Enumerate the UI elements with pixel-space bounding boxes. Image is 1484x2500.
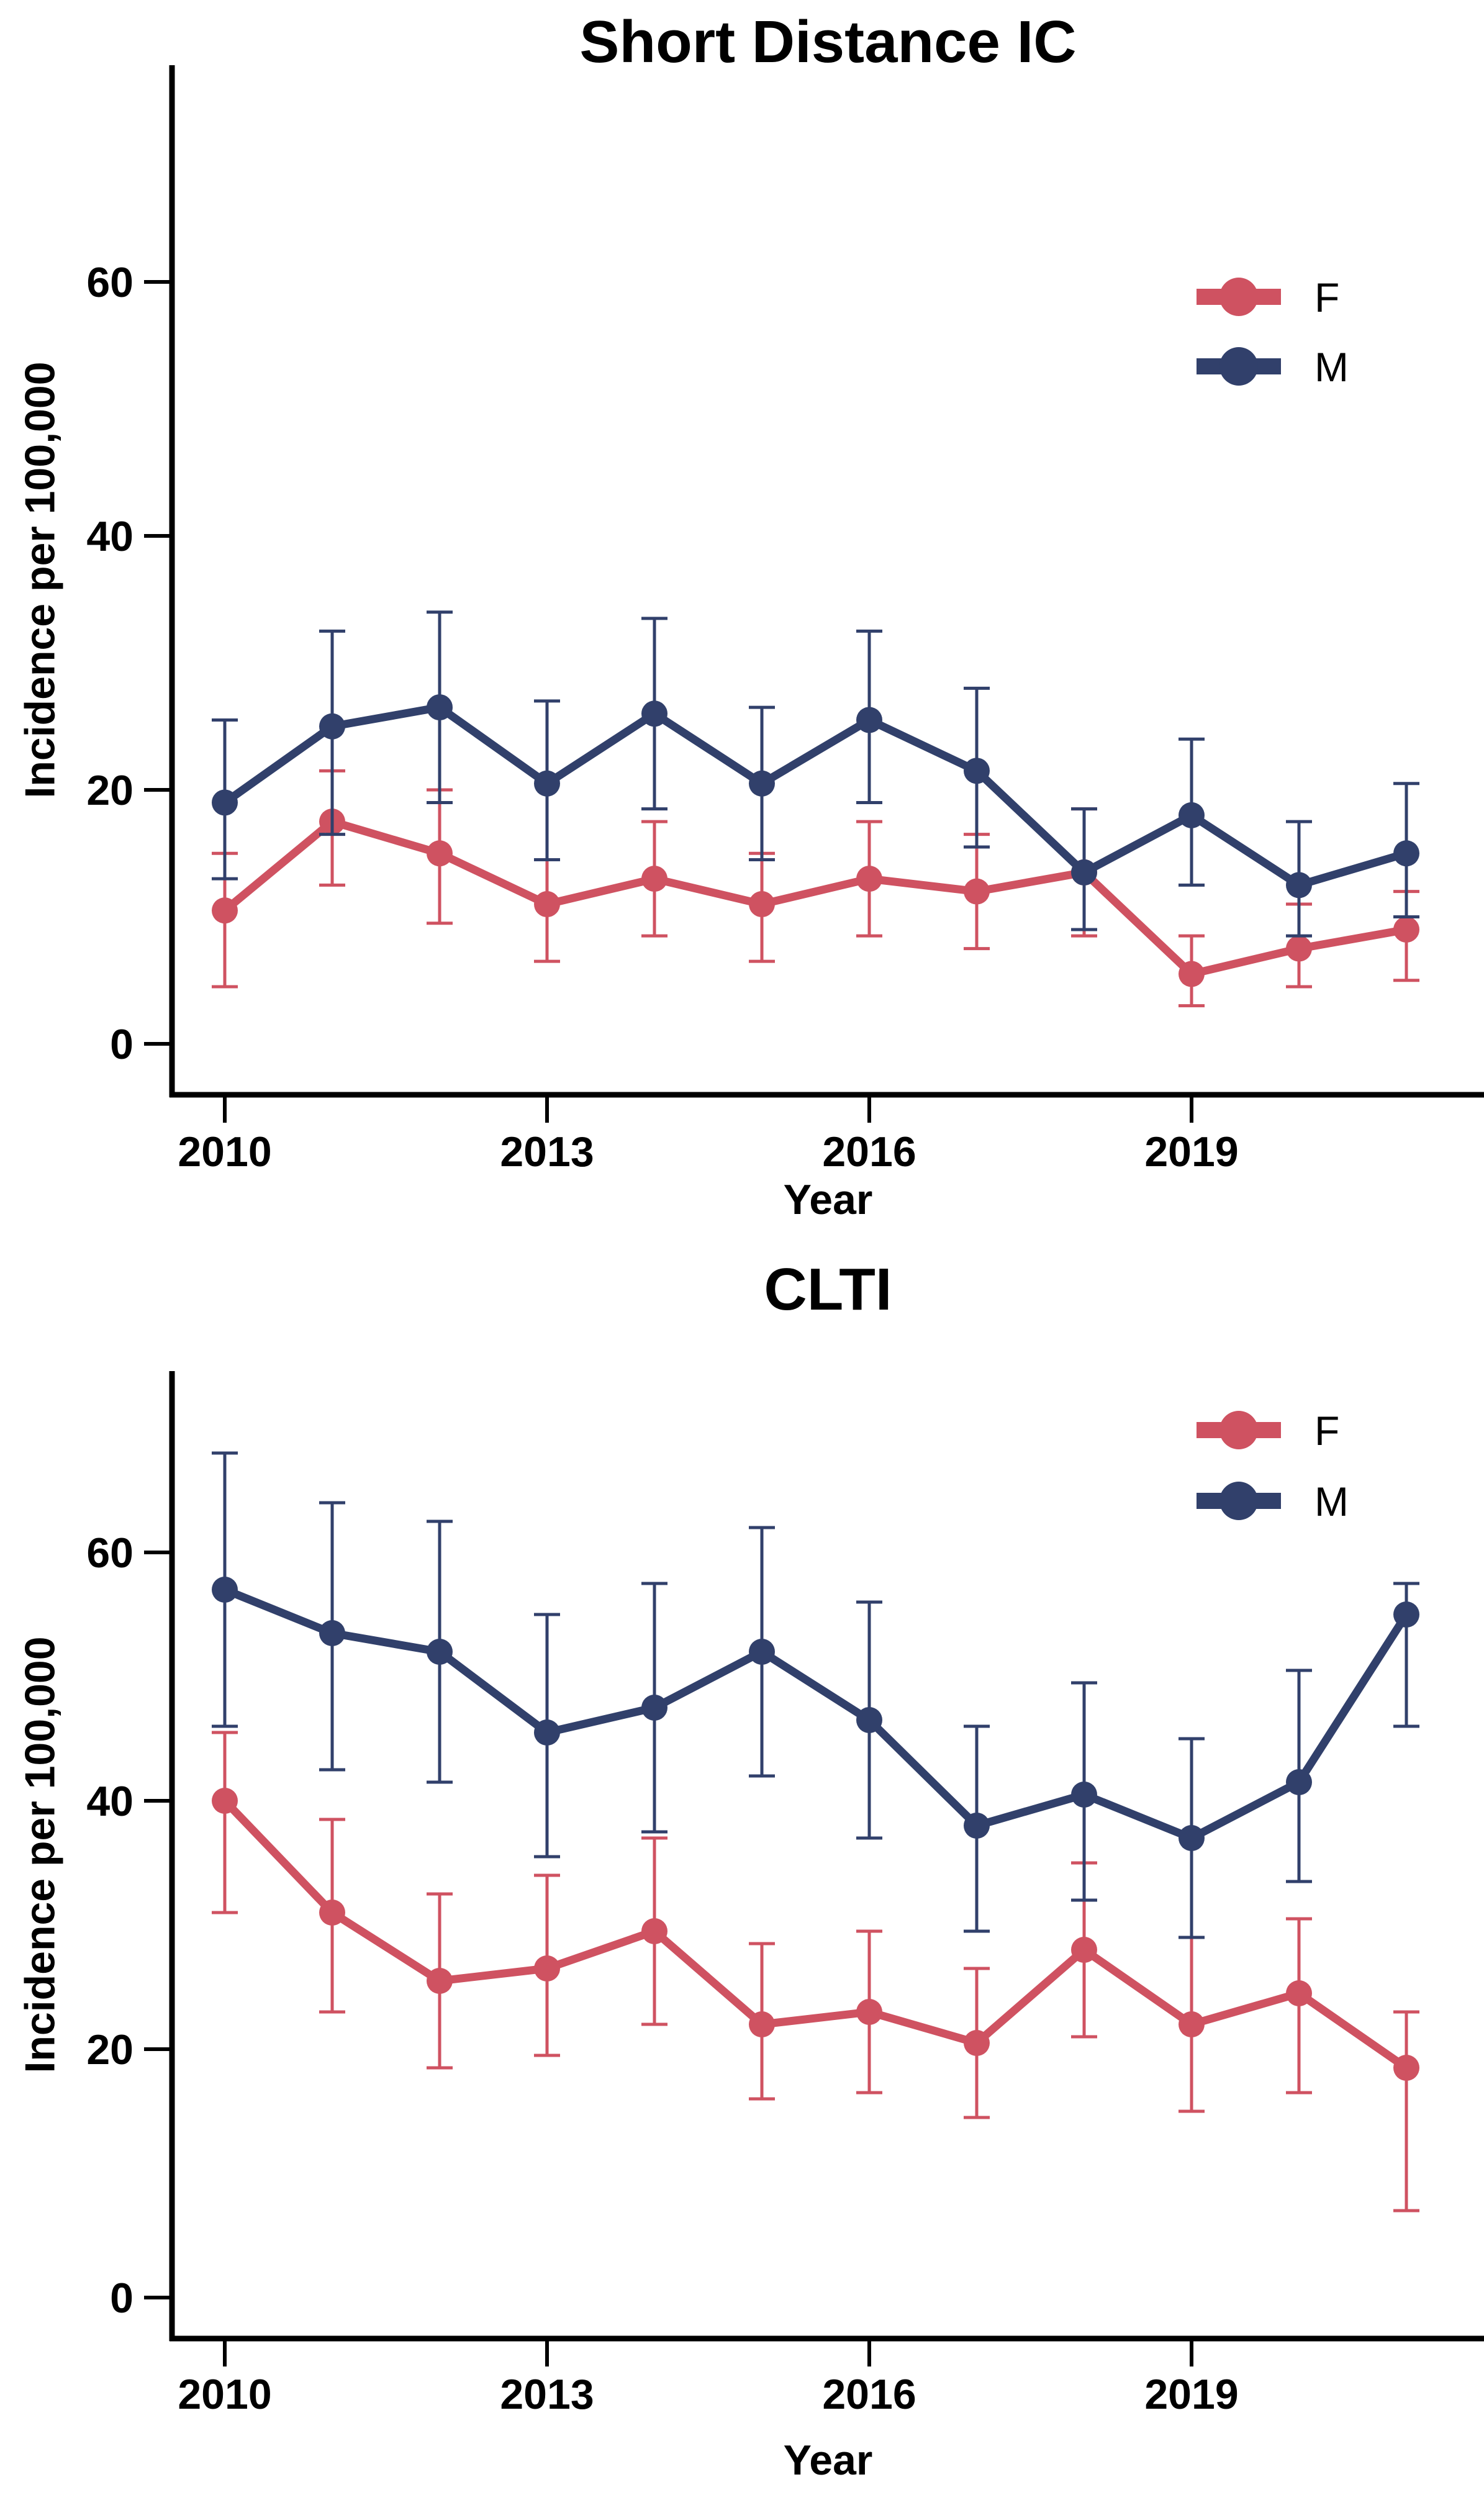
legend-label-F: F [1314,274,1339,320]
data-point-F [212,1788,238,1814]
x-tick-label: 2019 [1144,2371,1238,2418]
data-point-M [749,770,775,797]
data-point-M [856,1707,882,1733]
data-point-M [964,758,990,784]
data-point-F [964,2030,990,2056]
series-line-M [220,1585,1411,1842]
x-tick-label: 2013 [500,2371,594,2418]
data-point-F [1393,2055,1419,2081]
data-point-F [749,2011,775,2037]
data-point-F [534,891,560,918]
data-point-M [1179,1825,1205,1851]
line-chart-svg: 0 20 40 60 2010 2013 2016 2019 FM [86,65,1484,1175]
legend-label-M: M [1314,344,1349,390]
data-point-F [749,891,775,918]
x-tick-label: 2016 [822,1128,916,1175]
data-point-F [534,1955,560,1981]
data-point-M [1179,802,1205,828]
legend-label-F: F [1314,1408,1339,1454]
series-line-F [220,1796,1411,2072]
data-point-F [641,866,667,892]
y-tick-label: 0 [110,1021,133,1068]
error-bar [1393,2010,1419,2212]
data-point-F [1286,1980,1312,2006]
data-point-M [212,1577,238,1603]
data-point-F [319,1900,345,1926]
series-line-M [220,703,1411,889]
data-point-M [427,1639,453,1665]
data-point-M [641,1695,667,1721]
data-point-M [319,1620,345,1646]
chart-clti: CLTI Incidence per 100,000 0 20 40 60 2010 20… [0,1250,1484,2500]
y-tick-label: 0 [110,2275,133,2322]
legend-label-M: M [1314,1479,1349,1524]
x-tick-label: 2010 [178,2371,271,2418]
x-tick-label: 2019 [1144,1128,1238,1175]
data-point-F [1179,2011,1205,2037]
legend-swatch-dot-M [1219,347,1258,386]
chart-title: Short Distance IC [579,9,1077,75]
error-bar [212,1731,238,1914]
y-tick-label: 40 [86,513,133,560]
data-point-M [319,713,345,740]
x-tick-label: 2010 [178,1128,271,1175]
data-point-F [1393,916,1419,943]
y-tick-label: 40 [86,1778,133,1825]
data-point-M [212,789,238,816]
data-point-M [534,770,560,797]
data-point-F [641,1918,667,1944]
data-point-F [856,1999,882,2025]
data-point-F [427,840,453,867]
data-point-F [964,878,990,905]
data-point-F [1071,1937,1097,1963]
x-axis-title: Year [783,2437,873,2484]
legend-swatch-dot-F [1219,278,1258,316]
x-axis-title: Year [783,1176,873,1223]
data-point-M [856,707,882,733]
data-point-F [212,897,238,924]
data-point-M [641,700,667,727]
line-chart-svg: 0 20 40 60 2010 2013 2016 2019 FM [86,1371,1484,2418]
x-tick-label: 2013 [500,1128,594,1175]
y-tick-label: 60 [86,1529,133,1577]
data-point-F [856,866,882,892]
data-point-M [427,694,453,721]
data-point-M [1286,872,1312,899]
y-tick-label: 20 [86,2026,133,2073]
data-point-F [427,1968,453,1994]
chart-short-distance-ic: Short Distance IC Incidence per 100,000 … [17,9,1484,1223]
data-point-M [749,1639,775,1665]
data-point-F [1286,935,1312,962]
data-point-M [1071,859,1097,885]
data-point-M [964,1813,990,1839]
data-point-F [1179,961,1205,987]
data-point-M [1286,1769,1312,1795]
series-line-F [220,817,1411,979]
data-point-M [1393,1601,1419,1628]
chart-title: CLTI [764,1256,892,1323]
x-tick-label: 2016 [822,2371,916,2418]
data-point-M [1393,840,1419,867]
data-point-M [534,1719,560,1746]
y-tick-label: 20 [86,767,133,814]
y-tick-label: 60 [86,259,133,306]
legend-swatch-dot-M [1219,1482,1258,1520]
legend-swatch-dot-F [1219,1411,1258,1449]
data-point-M [1071,1782,1097,1808]
